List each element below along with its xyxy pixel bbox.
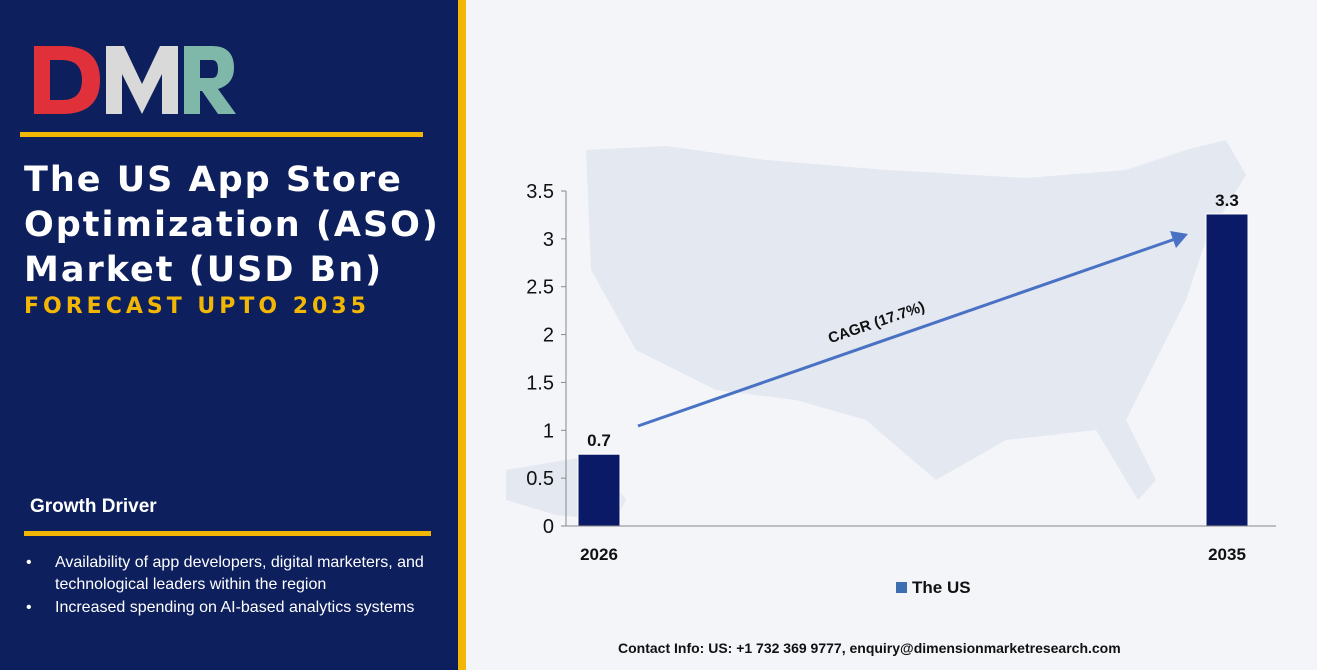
dmr-logo [34,46,236,114]
bar-chart: 00.511.522.533.5 0.73.3 2026 2035 CAGR (1… [506,140,1276,597]
us-map-background [586,140,1246,500]
data-label-2035: 3.3 [1215,191,1239,210]
y-tick-label: 0 [543,516,554,538]
bar-2035 [1205,213,1249,527]
growth-driver-list: Availability of app developers, digital … [26,552,436,620]
contact-info: Contact Info: US: +1 732 369 9777, enqui… [618,640,1121,656]
cagr-arrowhead [1170,231,1188,248]
growth-driver-item: Availability of app developers, digital … [26,552,436,596]
y-tick-label: 3.5 [526,181,554,203]
page-subtitle: FORECAST UPTO 2035 [24,294,370,319]
legend-swatch [896,582,907,593]
panel-divider [458,0,466,670]
data-label-2026: 0.7 [587,431,611,450]
x-tick-label: 2035 [1208,545,1246,564]
x-tick-label: 2026 [580,545,618,564]
y-tick-label: 2.5 [526,277,554,299]
bar-2026 [577,453,621,527]
y-tick-label: 2 [543,325,554,347]
logo-underline [20,132,423,137]
y-tick-label: 3 [543,229,554,251]
growth-driver-item: Increased spending on AI-based analytics… [26,597,436,619]
page-title: The US App Store Optimization (ASO) Mark… [24,160,440,290]
growth-driver-heading: Growth Driver [30,496,157,517]
y-tick-label: 1.5 [526,372,554,394]
legend-label: The US [912,578,971,597]
y-tick-label: 0.5 [526,468,554,490]
cagr-arrow [637,236,1179,428]
y-tick-label: 1 [543,420,554,442]
growth-driver-underline [24,531,431,536]
